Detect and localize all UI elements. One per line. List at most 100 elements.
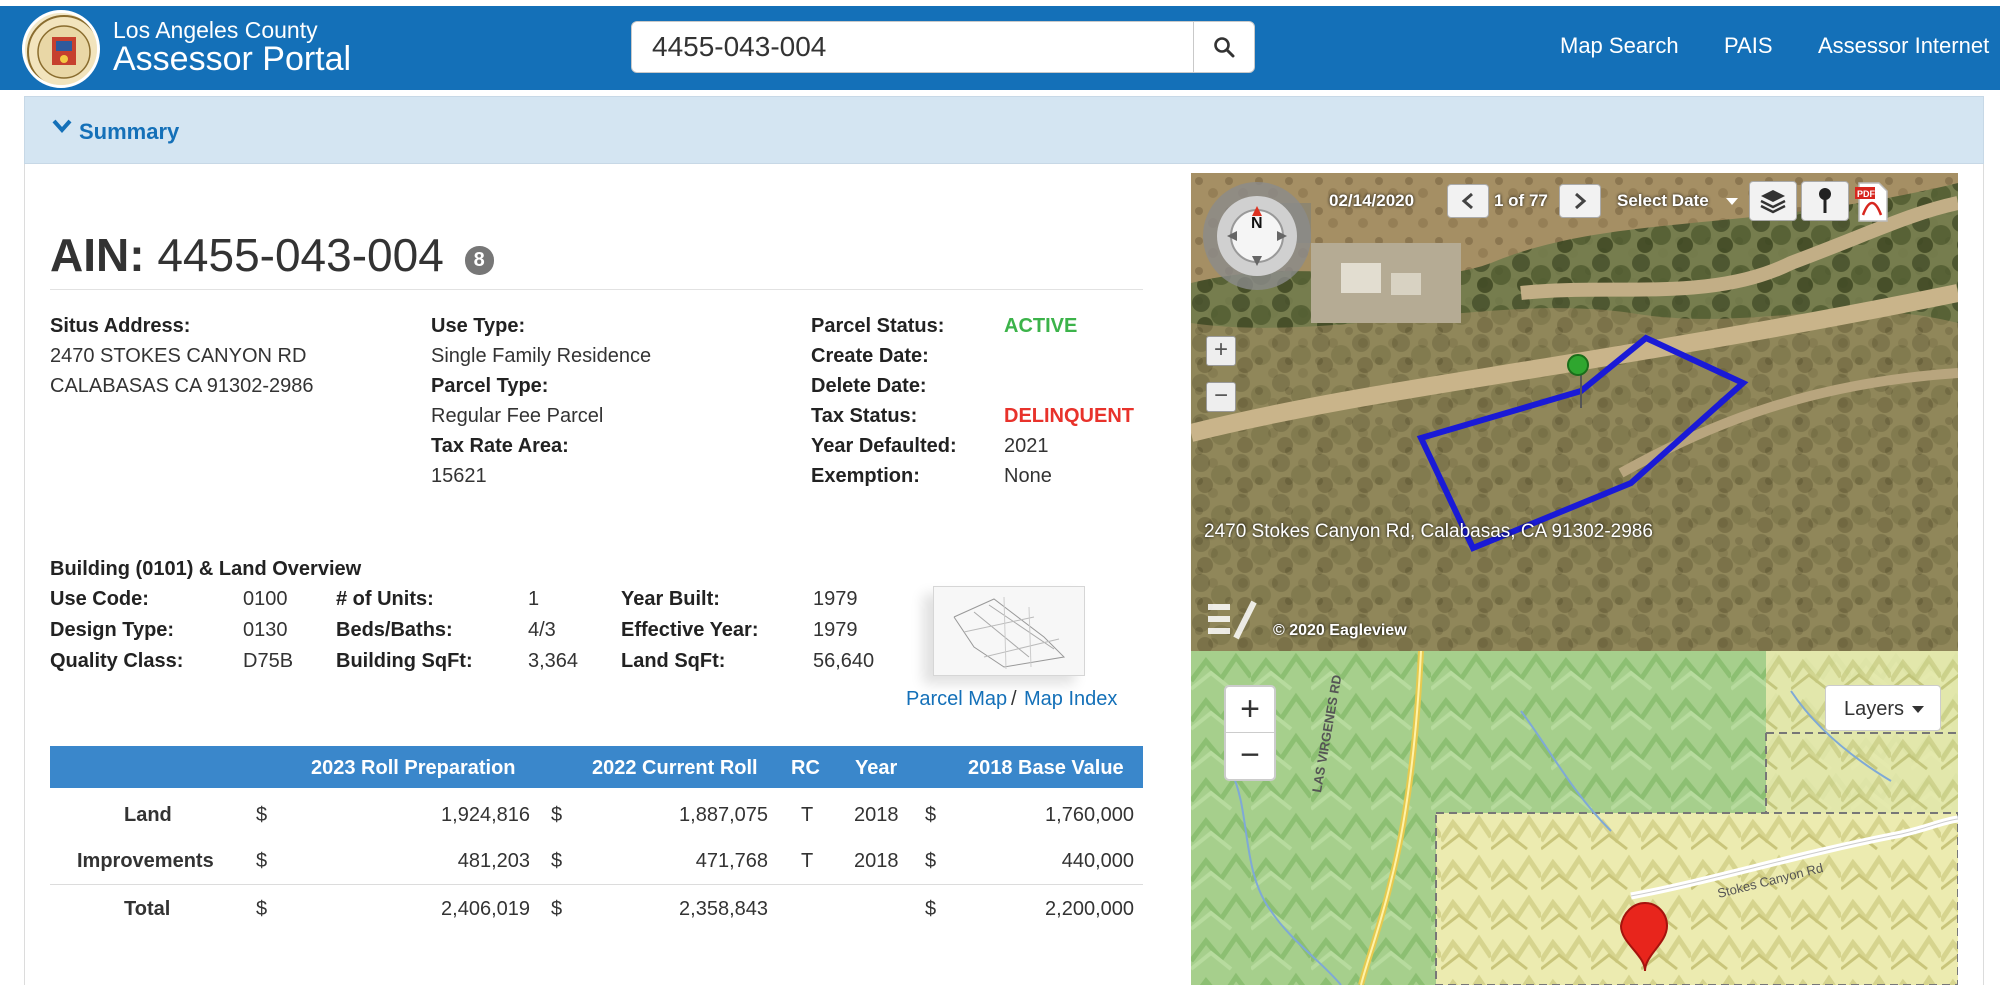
use-code-label: Use Code: [50, 588, 149, 610]
parcel-map-link[interactable]: Parcel Map [906, 688, 1008, 710]
map-layers-dropdown[interactable]: Layers [1825, 685, 1941, 731]
col-2018-base: 2018 Base Value [968, 757, 1124, 779]
tax-rate-area-value: 15621 [431, 465, 487, 487]
col-2022-roll: 2022 Current Roll [592, 757, 758, 779]
caret-down-icon [1912, 706, 1924, 713]
quality-class-value: D75B [243, 650, 294, 672]
ain-search-input[interactable] [631, 21, 1194, 73]
base-value: 440,000 [1061, 850, 1134, 872]
currency-symbol: $ [256, 898, 268, 920]
row-label: Land [124, 804, 172, 826]
nav-assessor-internet[interactable]: Assessor Internet [1818, 33, 1990, 58]
quality-class-label: Quality Class: [50, 650, 184, 672]
summary-toggle[interactable]: Summary [24, 96, 1984, 164]
prev-image-button[interactable] [1447, 184, 1489, 218]
year-built-value: 1979 [813, 588, 858, 610]
currency-symbol: $ [551, 804, 563, 826]
design-type-label: Design Type: [50, 619, 175, 641]
currency-symbol: $ [551, 898, 563, 920]
pin-button[interactable] [1801, 181, 1849, 221]
value-2022: 2,358,843 [679, 898, 768, 920]
top-header: Los Angeles County Assessor Portal Map S… [0, 0, 2000, 90]
value-2023: 2,406,019 [441, 898, 530, 920]
year-value: 2018 [854, 850, 899, 872]
search-icon [1214, 37, 1235, 58]
base-value: 1,760,000 [1045, 804, 1134, 826]
situs-address-line2: CALABASAS CA 91302-2986 [50, 375, 314, 397]
building-sqft-value: 3,364 [528, 650, 579, 672]
search-button[interactable] [1193, 21, 1255, 73]
ain-label: AIN: [50, 229, 145, 281]
tax-rate-area-label: Tax Rate Area: [431, 435, 569, 457]
parcel-map-thumbnail[interactable] [933, 586, 1085, 676]
divider [50, 884, 1143, 885]
brand-subtitle: Los Angeles County [113, 17, 318, 43]
svg-text:PDF: PDF [1857, 189, 1876, 199]
aerial-zoom-out-button[interactable]: − [1206, 382, 1236, 412]
nav-pais[interactable]: PAIS [1724, 33, 1773, 58]
tax-status-value: DELINQUENT [1004, 405, 1134, 427]
units-label: # of Units: [336, 588, 434, 610]
imagery-copyright: © 2020 Eagleview [1273, 622, 1407, 639]
layers-label: Layers [1844, 698, 1905, 720]
layers-icon [1760, 190, 1786, 214]
situs-address-line1: 2470 STOKES CANYON RD [50, 345, 307, 367]
select-date-dropdown[interactable]: Select Date [1617, 191, 1709, 210]
col-year: Year [855, 757, 898, 779]
pdf-icon: PDF [1855, 182, 1888, 222]
nav-map-search[interactable]: Map Search [1560, 33, 1679, 58]
tax-status-label: Tax Status: [811, 405, 918, 427]
building-overview-title: Building (0101) & Land Overview [50, 558, 362, 580]
values-table-header: 2023 Roll Preparation 2022 Current Roll … [50, 746, 1143, 788]
chevron-right-icon [1575, 192, 1587, 210]
aerial-zoom-in-button[interactable]: + [1206, 336, 1236, 366]
county-seal-logo[interactable] [22, 10, 100, 88]
pin-icon [1819, 188, 1831, 213]
base-value: 2,200,000 [1045, 898, 1134, 920]
pdf-export-button[interactable]: PDF [1853, 181, 1891, 223]
brand-title[interactable]: Assessor Portal [113, 40, 352, 78]
col-2023-roll: 2023 Roll Preparation [311, 757, 516, 779]
currency-symbol: $ [925, 804, 937, 826]
map-zoom-control: + − [1224, 685, 1276, 781]
map-index-link[interactable]: Map Index [1024, 688, 1118, 710]
caret-down-icon [1726, 198, 1738, 205]
value-2022: 471,768 [695, 850, 768, 872]
link-separator: / [1011, 688, 1017, 710]
building-sqft-label: Building SqFt: [336, 650, 473, 672]
currency-symbol: $ [551, 850, 563, 872]
parcel-type-value: Regular Fee Parcel [431, 405, 604, 427]
land-sqft-value: 56,640 [813, 650, 875, 672]
compass-control[interactable]: N [1199, 180, 1315, 300]
ain-value: 4455-043-004 [157, 229, 444, 281]
parcel-type-label: Parcel Type: [431, 375, 549, 397]
beds-baths-value: 4/3 [528, 619, 556, 641]
use-type-label: Use Type: [431, 315, 526, 337]
beds-baths-label: Beds/Baths: [336, 619, 453, 641]
use-code-value: 0100 [243, 588, 288, 610]
compass-north-label: N [1251, 215, 1263, 232]
year-defaulted-value: 2021 [1004, 435, 1049, 457]
land-sqft-label: Land SqFt: [621, 650, 726, 672]
currency-symbol: $ [925, 898, 937, 920]
summary-panel [24, 164, 1984, 985]
layers-toggle-button[interactable] [1749, 181, 1797, 221]
value-2023: 481,203 [457, 850, 530, 872]
next-image-button[interactable] [1559, 184, 1601, 218]
rc-value: T [801, 804, 814, 826]
map-zoom-out-button[interactable]: − [1240, 736, 1260, 774]
col-rc: RC [791, 757, 820, 779]
parcel-status-value: ACTIVE [1004, 315, 1078, 337]
ain-count-badge: 8 [464, 246, 494, 275]
ain-heading: AIN: 4455-043-004 8 [50, 228, 494, 282]
aerial-imagery-viewer[interactable] [1191, 173, 1958, 651]
summary-label: Summary [79, 119, 180, 144]
year-built-label: Year Built: [621, 588, 720, 610]
row-label: Total [124, 898, 171, 920]
currency-symbol: $ [256, 850, 268, 872]
currency-symbol: $ [256, 804, 268, 826]
map-zoom-in-button[interactable]: + [1226, 687, 1274, 733]
rc-value: T [801, 850, 814, 872]
value-2023: 1,924,816 [441, 804, 530, 826]
imagery-date: 02/14/2020 [1329, 191, 1415, 210]
